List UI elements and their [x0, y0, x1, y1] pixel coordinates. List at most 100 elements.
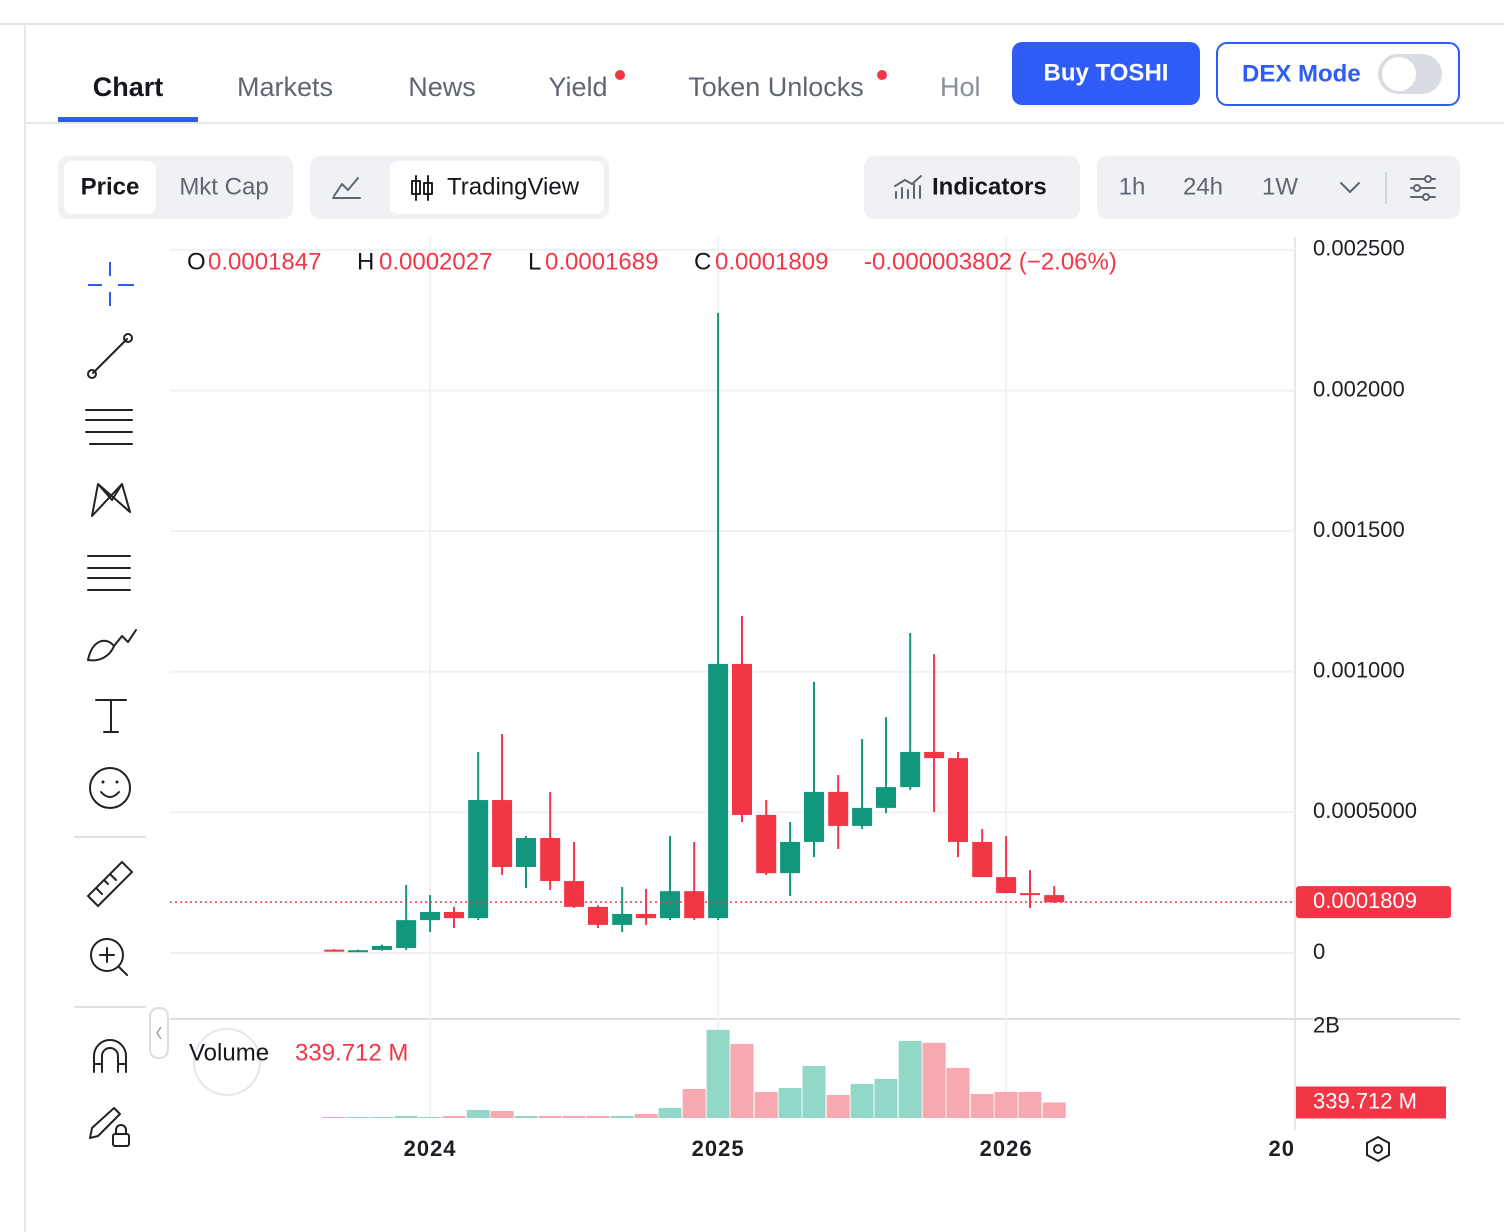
x-tick-label: 2026	[980, 1136, 1033, 1161]
ohlc-change: -0.000003802 (−2.06%)	[864, 248, 1117, 275]
lock-tool[interactable]	[89, 1107, 121, 1139]
candle-body	[587, 906, 608, 925]
lock-tool	[112, 1133, 130, 1147]
candle-body	[371, 946, 392, 950]
volume-value: 339.712 M	[295, 1039, 408, 1066]
pattern-tool[interactable]	[91, 483, 131, 517]
candle-body	[636, 913, 657, 919]
y-tick-label: 0	[1313, 939, 1325, 964]
volume-tick-label: 2B	[1313, 1013, 1340, 1038]
emoji-tool	[100, 791, 120, 798]
y-tick-label: 0.001000	[1313, 658, 1405, 683]
candle-body	[780, 841, 801, 874]
tab[interactable]: Chart	[93, 72, 164, 102]
zoom-tool	[99, 947, 128, 976]
candle-body	[348, 950, 369, 953]
projection-tool[interactable]	[87, 555, 131, 591]
candle-body	[708, 663, 729, 919]
volume-bar	[490, 1110, 514, 1118]
ohlc-value: 0.0001809	[715, 248, 828, 275]
candle-body	[948, 758, 969, 842]
candle-body	[540, 838, 561, 882]
interval-option[interactable]: 1W	[1262, 173, 1298, 200]
view-active	[390, 161, 604, 214]
volume-bar	[922, 1042, 946, 1118]
active-tab-underline	[58, 117, 198, 122]
interval-dropdown[interactable]	[1340, 182, 1360, 193]
magnet-tool[interactable]	[93, 1039, 127, 1073]
chart-settings-icon[interactable]	[1366, 1135, 1390, 1163]
zoom-tool[interactable]	[90, 938, 124, 972]
volume-bar	[634, 1113, 658, 1118]
ohlc-label: O	[187, 248, 206, 275]
tab[interactable]: Token Unlocks	[688, 72, 864, 102]
candle-body	[660, 891, 680, 919]
brush-tool[interactable]	[87, 629, 137, 662]
volume-bar	[874, 1078, 898, 1118]
y-tick-label: 0.002500	[1313, 236, 1405, 261]
tab[interactable]: Yield	[548, 72, 607, 102]
crosshair-tool[interactable]	[88, 262, 134, 306]
y-tick-label: 0.0005000	[1313, 798, 1417, 823]
candle-body	[924, 751, 945, 759]
volume-bar	[682, 1088, 706, 1118]
volume-bar	[754, 1091, 778, 1118]
metric-active	[64, 161, 156, 214]
collapse-handle[interactable]	[149, 1007, 169, 1059]
toggle-knob	[1382, 57, 1416, 91]
y-tick-label: 0.001500	[1313, 517, 1405, 542]
indicators-button[interactable]	[864, 156, 1080, 219]
buy-button-label[interactable]: Buy TOSHI	[1044, 59, 1169, 86]
tab[interactable]: Markets	[237, 72, 333, 102]
volume-label: Volume	[189, 1039, 269, 1066]
candle-body	[324, 949, 345, 952]
interval-option[interactable]: 24h	[1183, 173, 1223, 200]
ruler-tool[interactable]	[87, 861, 133, 907]
y-tick-label: 0.002000	[1313, 376, 1405, 401]
candle-body	[515, 838, 536, 867]
volume-bar	[778, 1087, 802, 1118]
view-option[interactable]: TradingView	[447, 173, 580, 200]
metric-option[interactable]: Mkt Cap	[179, 173, 268, 200]
volume-bar	[658, 1107, 682, 1118]
buy-button[interactable]	[1012, 42, 1200, 105]
volume-bar	[586, 1115, 610, 1118]
candle-body	[1044, 895, 1065, 903]
emoji-tool[interactable]	[89, 767, 131, 809]
text-tool[interactable]	[95, 699, 127, 733]
ohlc-label: C	[694, 248, 711, 275]
candle-body	[996, 877, 1017, 894]
tool-handle	[123, 333, 133, 343]
ohlc-label: L	[528, 248, 541, 275]
indicators-icon	[894, 175, 922, 199]
last-volume-box	[1296, 1086, 1446, 1119]
volume-bar	[346, 1116, 370, 1118]
candle-body	[396, 920, 417, 948]
trend-line-tool[interactable]	[92, 338, 128, 374]
candle-body	[420, 911, 441, 921]
candle-body	[852, 807, 873, 826]
candle-icon	[423, 182, 433, 195]
candle-body	[972, 841, 993, 878]
tab[interactable]: News	[408, 72, 476, 102]
indicators-label[interactable]: Indicators	[932, 173, 1047, 200]
chart-settings-icon	[1373, 1144, 1383, 1154]
candle-body	[804, 791, 825, 842]
line-chart-icon[interactable]	[332, 177, 361, 199]
metric-option[interactable]: Price	[81, 173, 140, 200]
fib-tool[interactable]	[85, 409, 133, 445]
volume-bar	[802, 1065, 826, 1118]
candle-body	[468, 800, 489, 919]
dex-mode-label[interactable]: DEX Mode	[1242, 60, 1361, 87]
volume-bar	[538, 1115, 562, 1118]
volume-bar	[466, 1109, 490, 1118]
volume-bar	[946, 1067, 970, 1118]
interval-option[interactable]: 1h	[1119, 173, 1146, 200]
volume-bar	[1042, 1102, 1066, 1118]
candle-body	[876, 787, 897, 808]
candle-body	[900, 751, 921, 788]
tab[interactable]: Hol	[940, 72, 981, 102]
candle-icon	[411, 180, 421, 195]
